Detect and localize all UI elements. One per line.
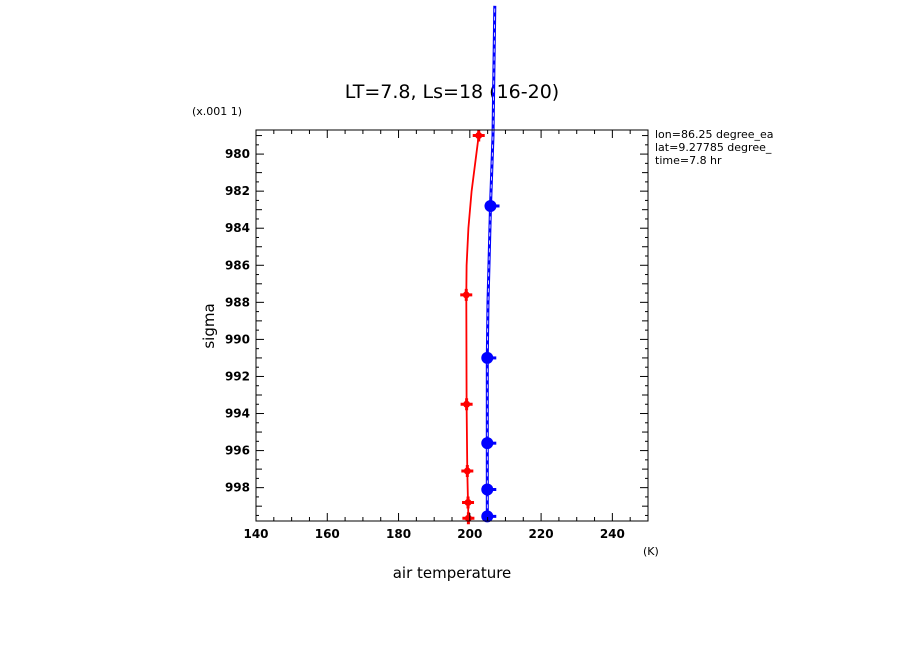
x-tick-label: 160: [315, 527, 340, 541]
x-tick-label: 240: [600, 527, 625, 541]
series-1-point-cross: [460, 288, 473, 301]
chart-title: LT=7.8, Ls=18 (16-20): [345, 81, 559, 103]
info-time: time=7.8 hr: [655, 154, 722, 167]
info-lon: lon=86.25 degree_ea: [655, 128, 774, 141]
y-tick-label: 990: [225, 332, 250, 346]
x-tick-label: 200: [457, 527, 482, 541]
y-tick-label: 988: [225, 295, 250, 309]
series-1-point-cross: [460, 398, 473, 411]
series-1-point-cross: [462, 496, 475, 509]
series-1-point-cross: [461, 464, 474, 477]
series-1-point-cross: [472, 129, 485, 142]
info-lat: lat=9.27785 degree_: [655, 141, 772, 154]
y-tick-label: 982: [225, 184, 250, 198]
x-axis-unit: (K): [643, 545, 659, 558]
x-axis-title: air temperature: [393, 564, 512, 582]
y-tick-label: 984: [225, 221, 250, 235]
plot-frame: [255, 129, 649, 522]
y-tick-label: 980: [225, 147, 250, 161]
y-tick-label: 996: [225, 444, 250, 458]
y-tick-label: 994: [225, 407, 250, 421]
series-1-line: [465, 135, 480, 519]
y-tick-label: 986: [225, 258, 250, 272]
x-tick-label: 220: [529, 527, 554, 541]
y-axis-title: sigma: [200, 303, 218, 348]
x-tick-label: 140: [243, 527, 268, 541]
y-scale-note: (x.001 1): [192, 105, 242, 118]
series-1-point-cross: [462, 512, 475, 525]
y-tick-label: 998: [225, 481, 250, 495]
series-2-dash: [486, 5, 496, 517]
x-tick-label: 180: [386, 527, 411, 541]
y-tick-label: 992: [225, 369, 250, 383]
